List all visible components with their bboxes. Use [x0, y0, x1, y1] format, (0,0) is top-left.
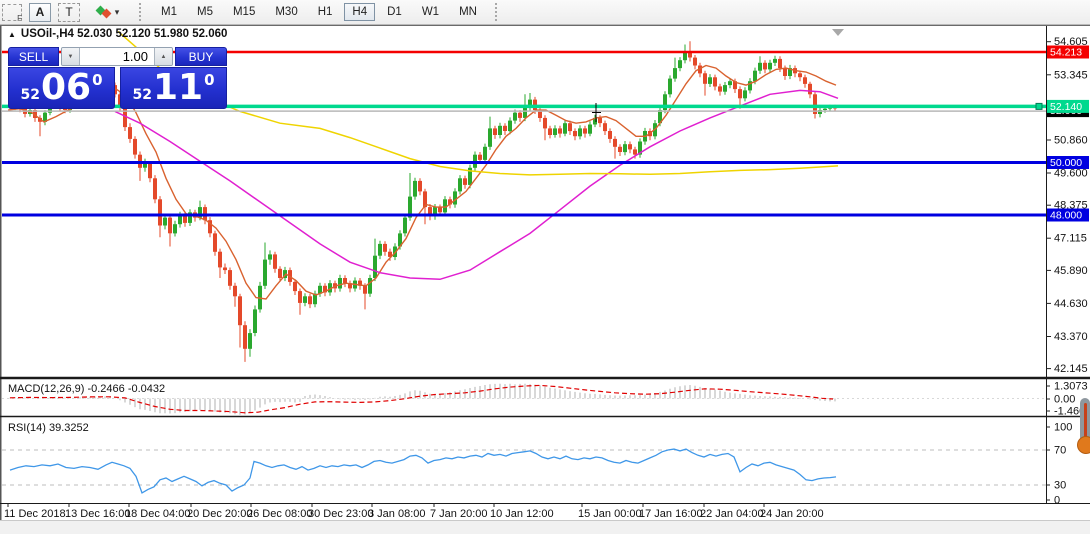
- svg-text:17 Jan 16:00: 17 Jan 16:00: [639, 508, 703, 520]
- svg-text:50.860: 50.860: [1054, 135, 1088, 147]
- buy-price-box[interactable]: 52 11 0: [120, 67, 227, 109]
- objects-tool-button[interactable]: ▾: [87, 2, 129, 23]
- svg-text:52.140: 52.140: [1050, 101, 1082, 113]
- thermometer-icon[interactable]: [1076, 398, 1090, 456]
- sell-price-int: 52: [20, 87, 40, 103]
- svg-text:26 Dec 08:00: 26 Dec 08:00: [247, 508, 312, 520]
- svg-text:44.630: 44.630: [1054, 298, 1088, 310]
- svg-text:10 Jan 12:00: 10 Jan 12:00: [490, 508, 554, 520]
- svg-text:13 Dec 16:00: 13 Dec 16:00: [65, 508, 130, 520]
- timeframe-d1[interactable]: D1: [379, 3, 410, 21]
- moving-average-line: [117, 30, 839, 176]
- buy-button[interactable]: BUY: [175, 47, 227, 66]
- macd-panel: [2, 383, 1046, 415]
- svg-text:47.115: 47.115: [1054, 233, 1087, 245]
- price-chart[interactable]: 54.60553.34550.86049.60048.37547.11545.8…: [0, 25, 1090, 534]
- svg-text:18 Dec 04:00: 18 Dec 04:00: [125, 508, 190, 520]
- svg-text:1.3073: 1.3073: [1054, 381, 1088, 393]
- timeframe-h1[interactable]: H1: [310, 3, 341, 21]
- timeframe-h4[interactable]: H4: [344, 3, 376, 21]
- sell-button[interactable]: SELL: [8, 47, 59, 66]
- timeframe-m30[interactable]: M30: [267, 3, 305, 21]
- dropdown-caret-icon: ▾: [114, 6, 120, 17]
- svg-text:50.000: 50.000: [1050, 157, 1082, 169]
- svg-text:30 Dec 23:00: 30 Dec 23:00: [308, 508, 373, 520]
- price-axis: 54.60553.34550.86049.60048.37547.11545.8…: [1046, 36, 1090, 507]
- sell-price-sup: 0: [92, 71, 103, 89]
- svg-text:11 Dec 2018: 11 Dec 2018: [4, 508, 66, 520]
- timeframe-m5[interactable]: M5: [189, 3, 221, 21]
- svg-text:24 Jan 20:00: 24 Jan 20:00: [760, 508, 824, 520]
- svg-text:53.345: 53.345: [1054, 69, 1088, 81]
- status-strip: [0, 520, 1090, 534]
- collapse-triangle-icon[interactable]: ▲: [8, 29, 16, 39]
- svg-text:0.00: 0.00: [1054, 394, 1075, 406]
- symbol-ohlc-text: USOil-,H4 52.030 52.120 51.980 52.060: [20, 28, 228, 40]
- svg-text:42.145: 42.145: [1054, 363, 1088, 375]
- svg-text:15 Jan 00:00: 15 Jan 00:00: [578, 508, 642, 520]
- macd-indicator-label: MACD(12,26,9) -0.2466 -0.0432: [8, 383, 166, 395]
- volume-input[interactable]: [79, 48, 155, 65]
- toolbar-separator: [494, 3, 501, 21]
- rsi-panel: [2, 448, 1046, 494]
- rsi-indicator-label: RSI(14) 39.3252: [8, 422, 89, 434]
- chart-shift-marker[interactable]: [832, 29, 844, 36]
- thermometer-bulb: [1077, 436, 1090, 454]
- svg-text:48.000: 48.000: [1050, 210, 1082, 222]
- svg-text:54.213: 54.213: [1050, 47, 1082, 59]
- svg-text:3 Jan 08:00: 3 Jan 08:00: [368, 508, 426, 520]
- timeframe-group: M1 M5 M15 M30 H1 H4 D1 W1 MN: [153, 3, 485, 21]
- svg-text:43.370: 43.370: [1054, 331, 1088, 343]
- svg-text:30: 30: [1054, 480, 1066, 492]
- timeframe-mn[interactable]: MN: [451, 3, 485, 21]
- sell-price-box[interactable]: 52 06 0: [8, 67, 115, 109]
- one-click-trading-panel: SELL ▼ ▲ BUY 52 06 0 52 11 0: [8, 47, 227, 109]
- buy-price-sup: 0: [204, 71, 215, 89]
- svg-text:7 Jan 20:00: 7 Jan 20:00: [430, 508, 488, 520]
- crosshair-tool-label: F: [17, 13, 22, 23]
- volume-decrease-button[interactable]: ▼: [62, 48, 79, 65]
- svg-text:54.605: 54.605: [1054, 36, 1088, 48]
- timeframe-m15[interactable]: M15: [225, 3, 263, 21]
- buy-price-main: 11: [152, 67, 204, 108]
- thermometer-mercury: [1084, 403, 1087, 439]
- text-tool-button[interactable]: T: [58, 2, 80, 22]
- volume-increase-button[interactable]: ▲: [155, 48, 172, 65]
- timeframe-m1[interactable]: M1: [153, 3, 185, 21]
- buy-price-int: 52: [132, 87, 152, 103]
- svg-text:49.600: 49.600: [1054, 168, 1088, 180]
- svg-text:0: 0: [1054, 495, 1060, 507]
- symbol-title: ▲ USOil-,H4 52.030 52.120 51.980 52.060: [8, 28, 227, 40]
- toolbar: F A T ▾ M1 M5 M15 M30 H1 H4 D1 W1 MN: [0, 0, 1090, 25]
- chart-area: 54.605 53.345 50.860 49.600 48.375 47.115 45.8…: [0, 25, 1090, 534]
- svg-text:20 Dec 20:00: 20 Dec 20:00: [187, 508, 252, 520]
- crosshair-tool-icon[interactable]: F: [2, 3, 22, 23]
- svg-text:45.890: 45.890: [1054, 265, 1088, 277]
- sell-price-main: 06: [40, 67, 92, 108]
- moving-average-line: [7, 64, 837, 300]
- volume-control: ▼ ▲: [61, 47, 173, 66]
- svg-text:70: 70: [1054, 445, 1066, 457]
- svg-text:22 Jan 04:00: 22 Jan 04:00: [700, 508, 764, 520]
- timeframe-w1[interactable]: W1: [414, 3, 447, 21]
- svg-text:100: 100: [1054, 422, 1072, 434]
- arrow-tool-button[interactable]: A: [29, 2, 51, 22]
- toolbar-separator: [139, 3, 145, 21]
